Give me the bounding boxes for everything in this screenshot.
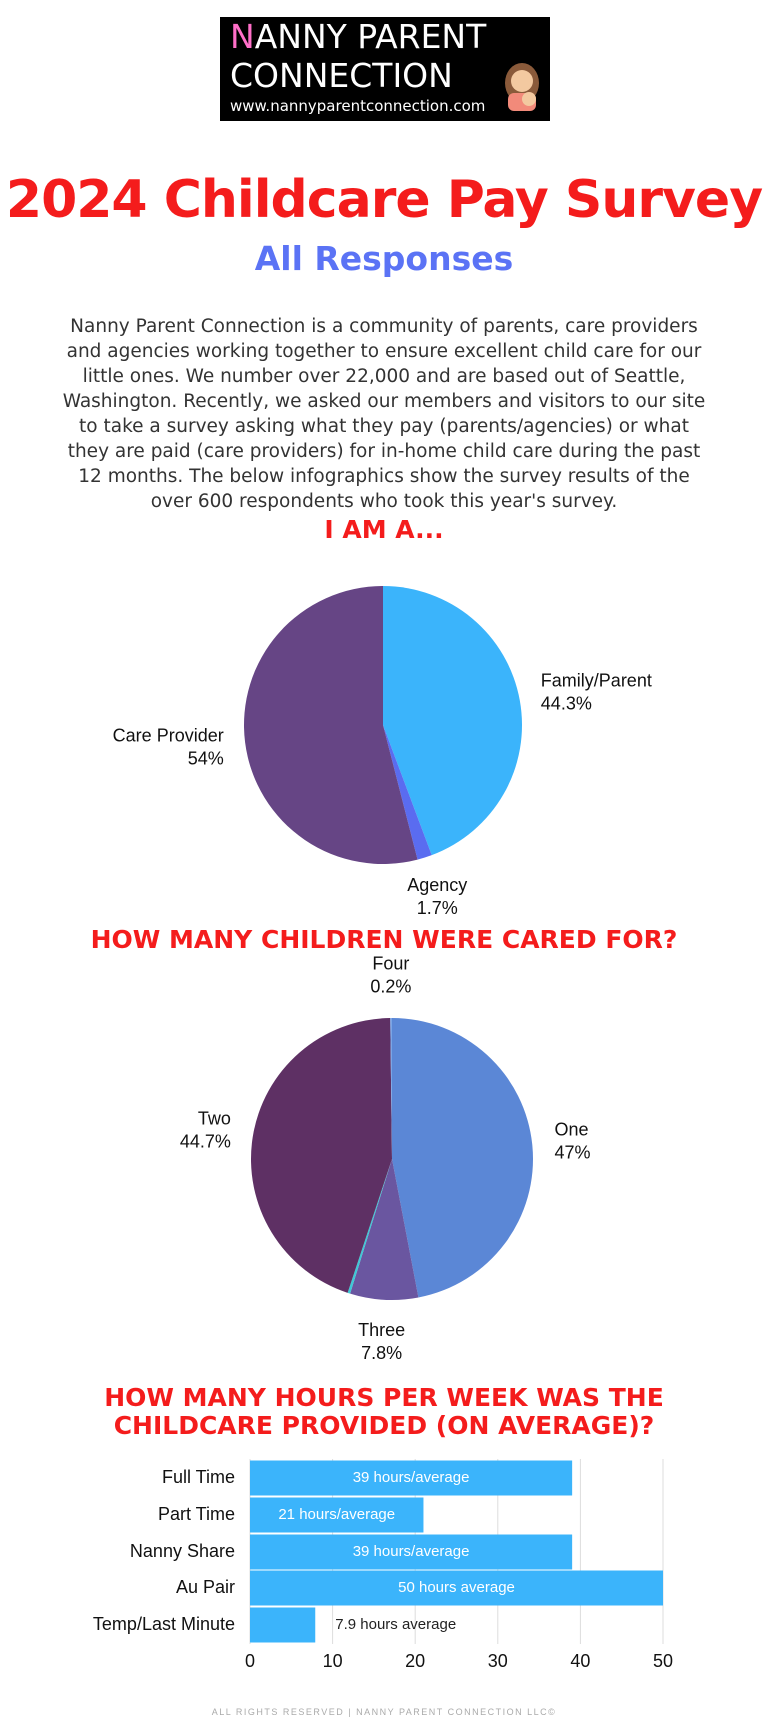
chart-title: HOW MANY CHILDREN WERE CARED FOR? bbox=[91, 925, 678, 954]
chart-title: I AM A... bbox=[324, 515, 443, 544]
bar bbox=[250, 1460, 573, 1496]
bar bbox=[250, 1570, 663, 1606]
bar bbox=[250, 1497, 424, 1533]
x-tick-label: 40 bbox=[570, 1651, 590, 1671]
pie-value-label: 47% bbox=[554, 1143, 590, 1163]
pie-slice bbox=[243, 586, 418, 864]
subtitle: All Responses bbox=[254, 239, 514, 278]
logo-line: CONNECTION bbox=[230, 56, 453, 95]
pie-slice bbox=[390, 1018, 392, 1159]
pie-label: Two bbox=[198, 1109, 231, 1129]
bar-value-label: 7.9 hours average bbox=[335, 1616, 456, 1633]
x-tick-label: 10 bbox=[323, 1651, 343, 1671]
pie-value-label: 0.2% bbox=[370, 976, 411, 996]
y-tick-label: Nanny Share bbox=[130, 1541, 235, 1561]
chart-title: HOW MANY HOURS PER WEEK WAS THE bbox=[104, 1383, 664, 1412]
logo-url: www.nannyparentconnection.com bbox=[230, 97, 486, 115]
logo-icon bbox=[505, 63, 539, 111]
pie-slice bbox=[350, 1159, 419, 1300]
bar-value-label: 39 hours/average bbox=[353, 1469, 470, 1486]
logo-line: NANNY PARENT bbox=[230, 17, 487, 56]
x-tick-label: 0 bbox=[245, 1651, 255, 1671]
x-tick-label: 50 bbox=[653, 1651, 673, 1671]
logo: NANNY PARENT CONNECTION www.nannyparentc… bbox=[220, 17, 550, 121]
pie-label: Care Provider bbox=[113, 725, 224, 745]
bar bbox=[250, 1607, 316, 1643]
footer: ALL RIGHTS RESERVED | NANNY PARENT CONNE… bbox=[211, 1707, 557, 1717]
bar-value-label: 39 hours/average bbox=[353, 1543, 470, 1560]
pie-value-label: 54% bbox=[188, 748, 224, 768]
pie-value-label: 1.7% bbox=[417, 898, 458, 918]
pie-slice bbox=[383, 725, 432, 860]
y-tick-label: Au Pair bbox=[176, 1577, 235, 1597]
chart-title: CHILDCARE PROVIDED (ON AVERAGE)? bbox=[114, 1411, 655, 1440]
pie-value-label: 7.8% bbox=[361, 1343, 402, 1363]
bar-value-label: 21 hours/average bbox=[278, 1506, 395, 1523]
pie-slice bbox=[392, 1018, 533, 1298]
x-tick-label: 20 bbox=[405, 1651, 425, 1671]
pie-value-label: 44.3% bbox=[541, 694, 592, 714]
bar-value-label: 50 hours average bbox=[398, 1579, 515, 1596]
title: 2024 Childcare Pay Survey bbox=[5, 170, 763, 230]
pie-label: Four bbox=[372, 953, 409, 973]
y-tick-label: Full Time bbox=[162, 1467, 235, 1487]
pie-label: Agency bbox=[407, 875, 467, 895]
y-tick-label: Part Time bbox=[158, 1504, 235, 1524]
intro-text: Nanny Parent Connection is a community o… bbox=[62, 316, 706, 512]
bar bbox=[250, 1534, 573, 1570]
pie-slice bbox=[383, 586, 522, 856]
y-tick-label: Temp/Last Minute bbox=[93, 1614, 235, 1634]
pie-label: One bbox=[554, 1120, 588, 1140]
pie-label: Three bbox=[358, 1320, 405, 1340]
pie-value-label: 44.7% bbox=[180, 1132, 231, 1152]
pie-label: Family/Parent bbox=[541, 671, 652, 691]
x-tick-label: 30 bbox=[488, 1651, 508, 1671]
pie-slice bbox=[251, 1018, 392, 1293]
pie-slice bbox=[347, 1159, 392, 1294]
